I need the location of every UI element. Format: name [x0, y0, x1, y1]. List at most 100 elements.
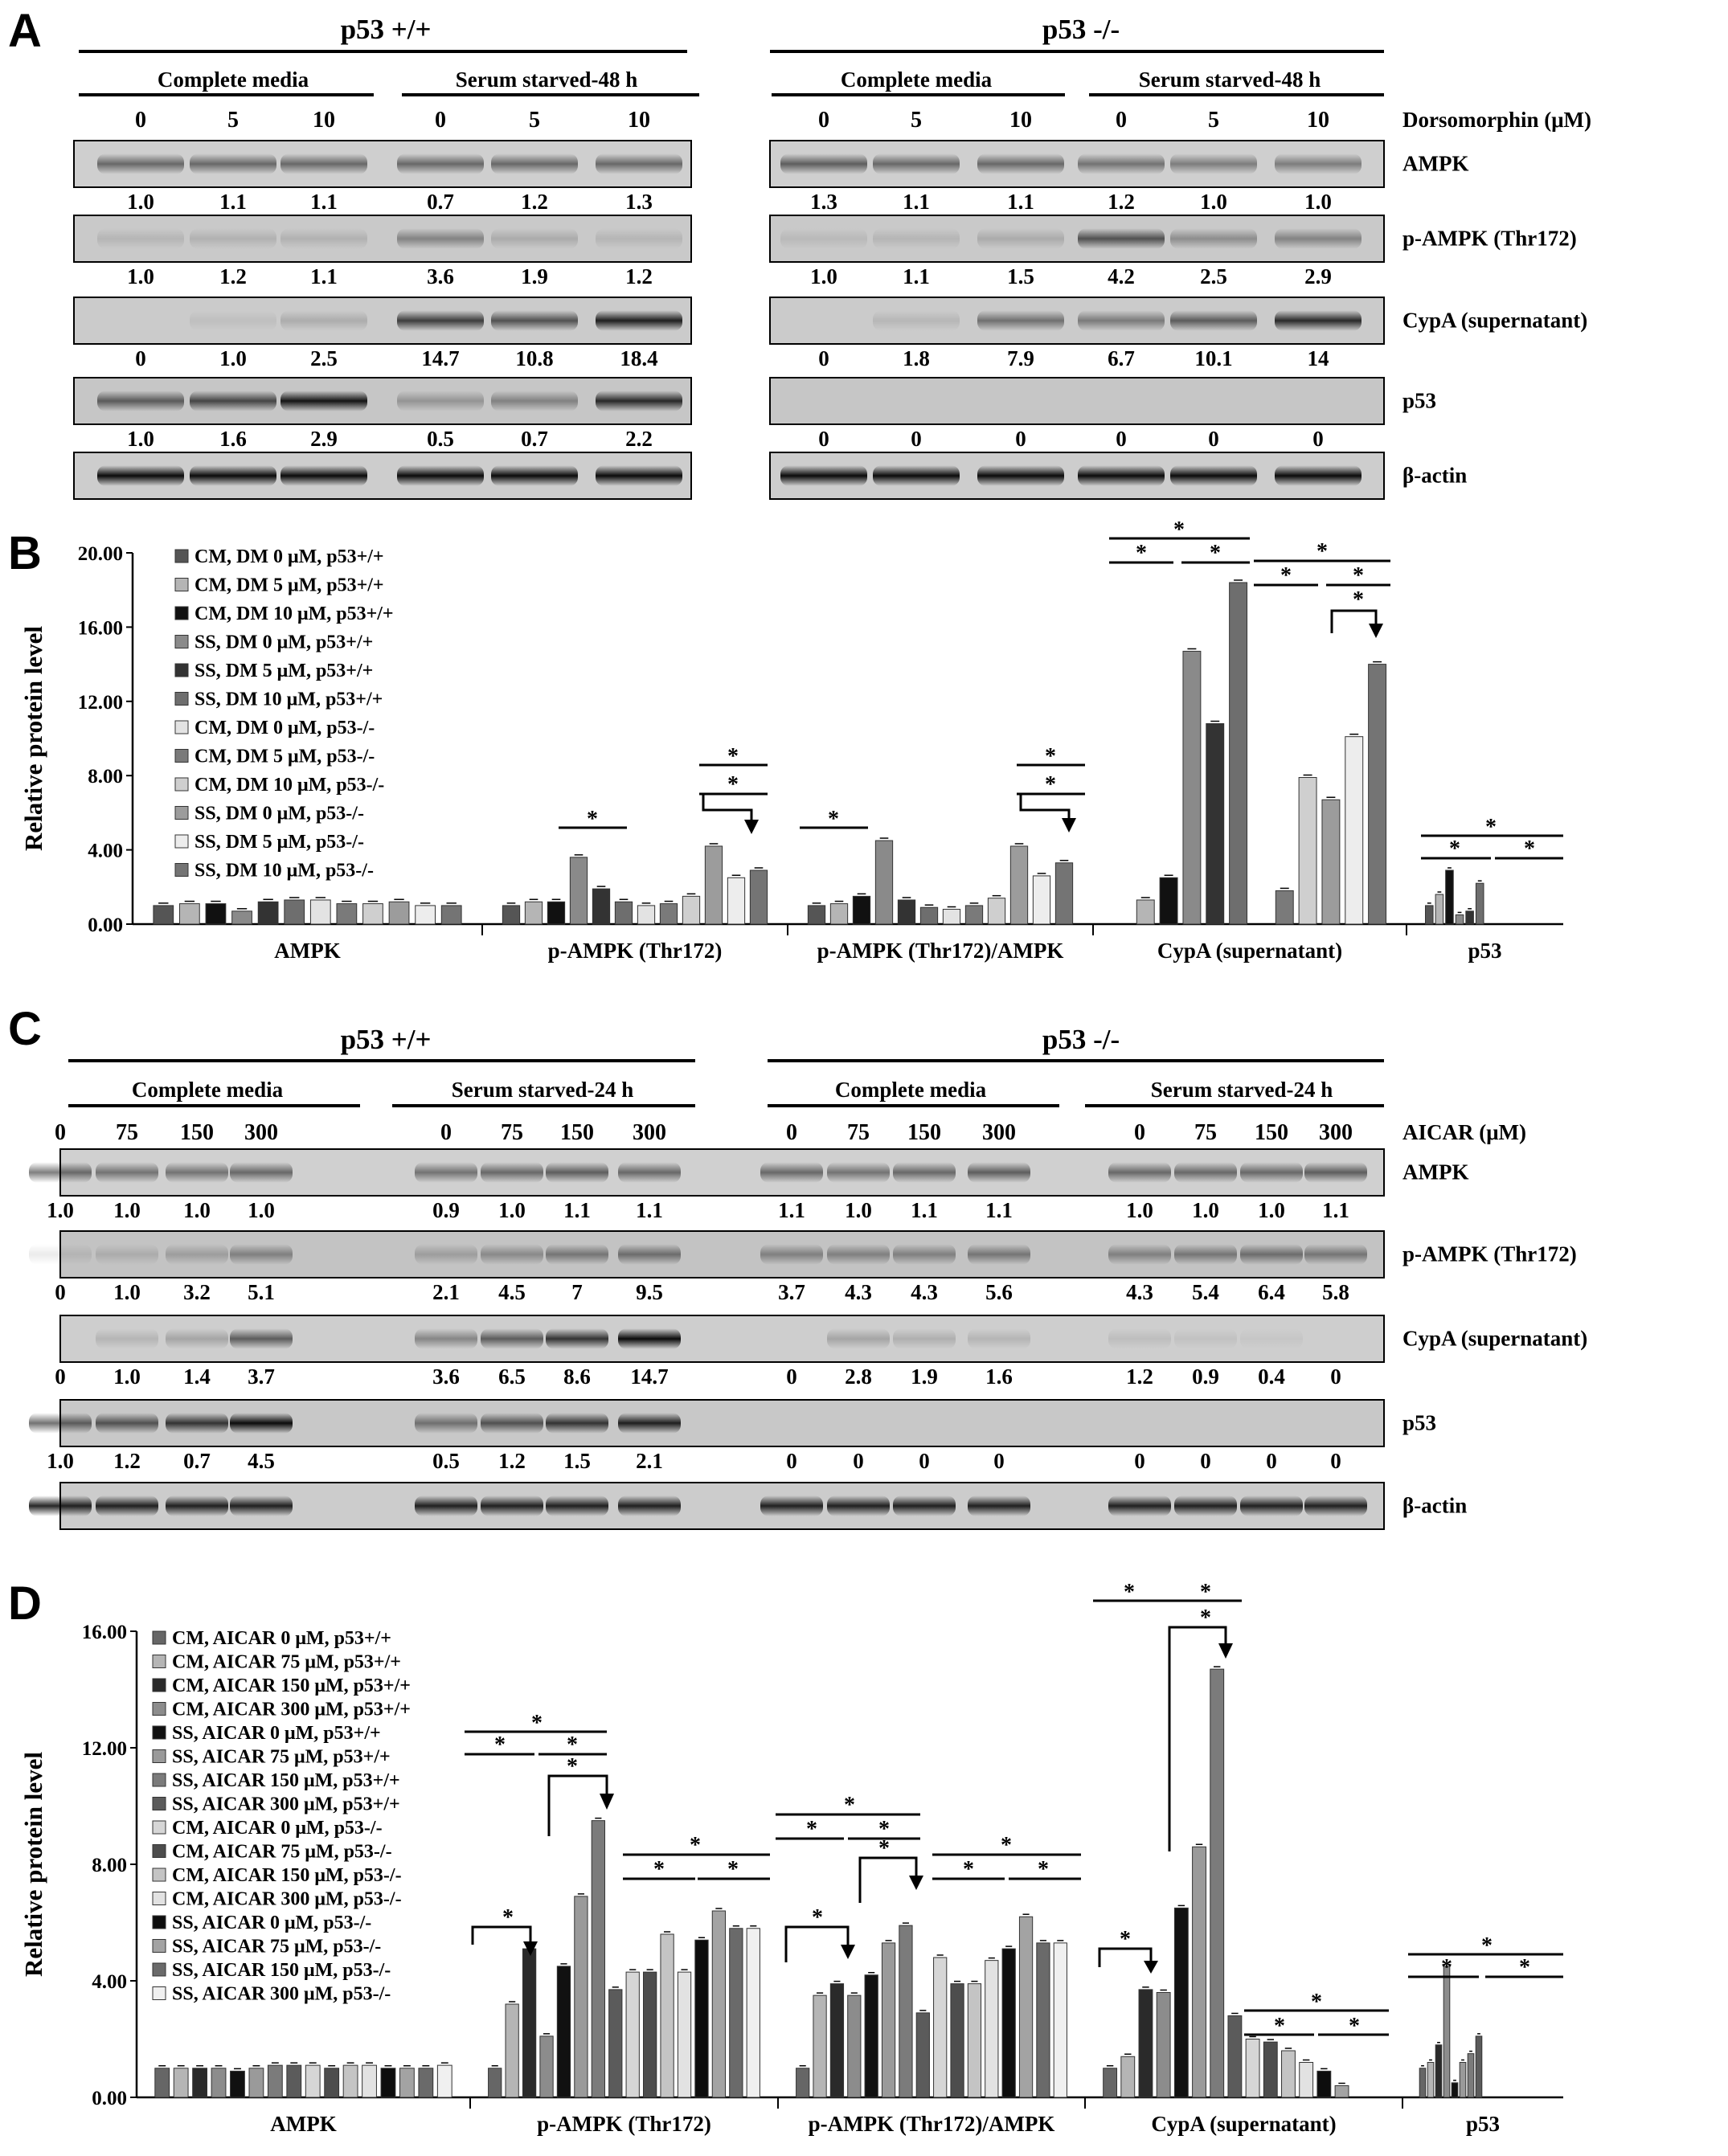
panel-c-cond-4: Serum starved-24 h	[1151, 1078, 1333, 1102]
panel-d-legend-entry: CM, AICAR 0 μM, p53+/+	[172, 1628, 391, 1649]
panel-a-band	[397, 153, 484, 174]
panel-c-dose-label: 75	[847, 1120, 870, 1145]
svg-text:*: *	[812, 1905, 823, 1930]
panel-a-dose-label: 0	[1116, 108, 1127, 133]
panel-a-dose-label: 5	[1208, 108, 1219, 133]
panel-c-band	[29, 1413, 92, 1434]
panel-d-bar	[1334, 2085, 1349, 2098]
panel-c-quant-value: 0.5	[432, 1449, 460, 1473]
panel-c-quant-value: 3.7	[248, 1364, 275, 1389]
panel-a-band	[596, 465, 682, 486]
panel-a-band	[97, 153, 184, 174]
panel-c-band	[893, 1244, 956, 1265]
panel-b-bar	[1159, 877, 1178, 925]
panel-d-category-label: CypA (supernatant)	[1151, 2112, 1336, 2136]
panel-a-quant-value: 4.2	[1108, 264, 1135, 288]
panel-c-band	[166, 1495, 228, 1516]
svg-text:*: *	[502, 1905, 514, 1930]
panel-b-bar	[231, 910, 252, 925]
panel-b-category-label: p-AMPK (Thr172)/AMPK	[817, 939, 1064, 963]
panel-label-b: B	[8, 527, 42, 579]
panel-d-legend-entry: CM, AICAR 150 μM, p53+/+	[172, 1675, 411, 1696]
panel-b-bar	[614, 901, 633, 925]
panel-a-quant-value: 1.9	[521, 264, 548, 288]
panel-c-quant-value: 3.7	[778, 1280, 805, 1304]
panel-a-band	[190, 153, 276, 174]
panel-a-genotype-ko: p53 -/-	[1042, 14, 1120, 45]
panel-d-y-axis-label: Relative protein level	[19, 1752, 47, 1977]
panel-c-quant-value: 0	[1266, 1449, 1277, 1473]
panel-label-d: D	[8, 1577, 42, 1630]
panel-a-band	[596, 391, 682, 411]
panel-c-dose-label: 150	[907, 1120, 941, 1145]
panel-b-bar	[1182, 650, 1202, 925]
panel-a-band	[596, 228, 682, 249]
panel-c-quant-value: 1.0	[498, 1198, 526, 1222]
panel-a-band	[1275, 228, 1362, 249]
panel-a-quant-value: 1.3	[625, 190, 653, 214]
panel-c-band	[166, 1244, 228, 1265]
panel-a-dose-label: 5	[911, 108, 922, 133]
svg-text:*: *	[1524, 837, 1535, 861]
panel-c-dose-label: 300	[982, 1120, 1016, 1145]
panel-a-quant-value: 0.7	[427, 190, 454, 214]
panel-d-category-label: p-AMPK (Thr172)/AMPK	[809, 2112, 1055, 2136]
svg-text:*: *	[1481, 1933, 1493, 1958]
panel-c-quant-value: 0.4	[1258, 1364, 1285, 1389]
panel-a-genotype-wt: p53 +/+	[341, 14, 432, 45]
panel-c-band	[1108, 1244, 1171, 1265]
panel-d-legend-swatch	[152, 1820, 166, 1835]
panel-a-band	[97, 465, 184, 486]
svg-text:*: *	[1124, 1580, 1135, 1605]
panel-d-bar	[418, 2068, 434, 2098]
panel-d-bar	[694, 1939, 709, 2098]
panel-b-bar	[807, 905, 826, 925]
panel-a-quant-value: 1.1	[310, 264, 338, 288]
panel-c-quant-value: 5.8	[1322, 1280, 1349, 1304]
svg-text:*: *	[1045, 744, 1056, 769]
panel-a-band	[1275, 310, 1362, 331]
panel-c-band	[618, 1162, 681, 1183]
panel-d-y-tick-label: 0.00	[92, 2088, 127, 2109]
panel-c-band	[230, 1495, 293, 1516]
panel-a-band	[190, 465, 276, 486]
panel-d-legend-entry: CM, AICAR 75 μM, p53+/+	[172, 1652, 401, 1673]
panel-c-quant-value: 1.0	[47, 1198, 74, 1222]
panel-c-band	[230, 1244, 293, 1265]
panel-b-legend-entry: CM, DM 0 μM, p53+/+	[195, 546, 384, 567]
panel-c-treatment-label: AICAR (μM)	[1402, 1120, 1526, 1144]
panel-c-quant-value: 4.3	[1126, 1280, 1153, 1304]
panel-b-legend-swatch	[174, 549, 189, 563]
svg-text:*: *	[806, 1817, 817, 1842]
panel-c-quant-value: 4.5	[248, 1449, 275, 1473]
panel-c-band	[166, 1162, 228, 1183]
panel-a-band	[190, 391, 276, 411]
panel-c-band	[230, 1328, 293, 1349]
panel-b-category-label: CypA (supernatant)	[1157, 939, 1342, 963]
panel-c-quant-value: 0.7	[183, 1449, 211, 1473]
panel-b-bar	[257, 901, 279, 925]
panel-d-bar	[1435, 2044, 1443, 2098]
panel-a-quant-value: 1.0	[1304, 190, 1332, 214]
panel-a-cond-4: Serum starved-48 h	[1139, 68, 1321, 92]
panel-d-legend-swatch	[152, 1630, 166, 1645]
panel-c-quant-value: 1.1	[563, 1198, 591, 1222]
panel-a-band	[1170, 310, 1257, 331]
panel-d-legend-swatch	[152, 1986, 166, 2000]
panel-a-quant-value: 1.0	[127, 264, 154, 288]
panel-c-dose-label: 75	[1194, 1120, 1217, 1145]
panel-d-legend-swatch	[152, 1655, 166, 1668]
panel-b-category-label: p53	[1468, 939, 1501, 963]
panel-c-quant-value: 7	[571, 1280, 583, 1304]
panel-a-band	[491, 153, 578, 174]
panel-b-y-tick-label: 4.00	[88, 841, 123, 862]
panel-c-quant-value: 1.2	[1126, 1364, 1153, 1389]
panel-d-bar	[608, 1989, 623, 2098]
panel-c-dose-label: 150	[1255, 1120, 1288, 1145]
panel-a-quant-value: 0.7	[521, 427, 548, 451]
panel-c-cond-2: Serum starved-24 h	[452, 1078, 633, 1102]
panel-b-bar	[704, 845, 723, 925]
panel-d-legend-entry: SS, AICAR 150 μM, p53-/-	[172, 1960, 391, 1981]
panel-d-category-label: p-AMPK (Thr172)	[537, 2112, 711, 2136]
panel-a-quant-value: 1.0	[127, 190, 154, 214]
